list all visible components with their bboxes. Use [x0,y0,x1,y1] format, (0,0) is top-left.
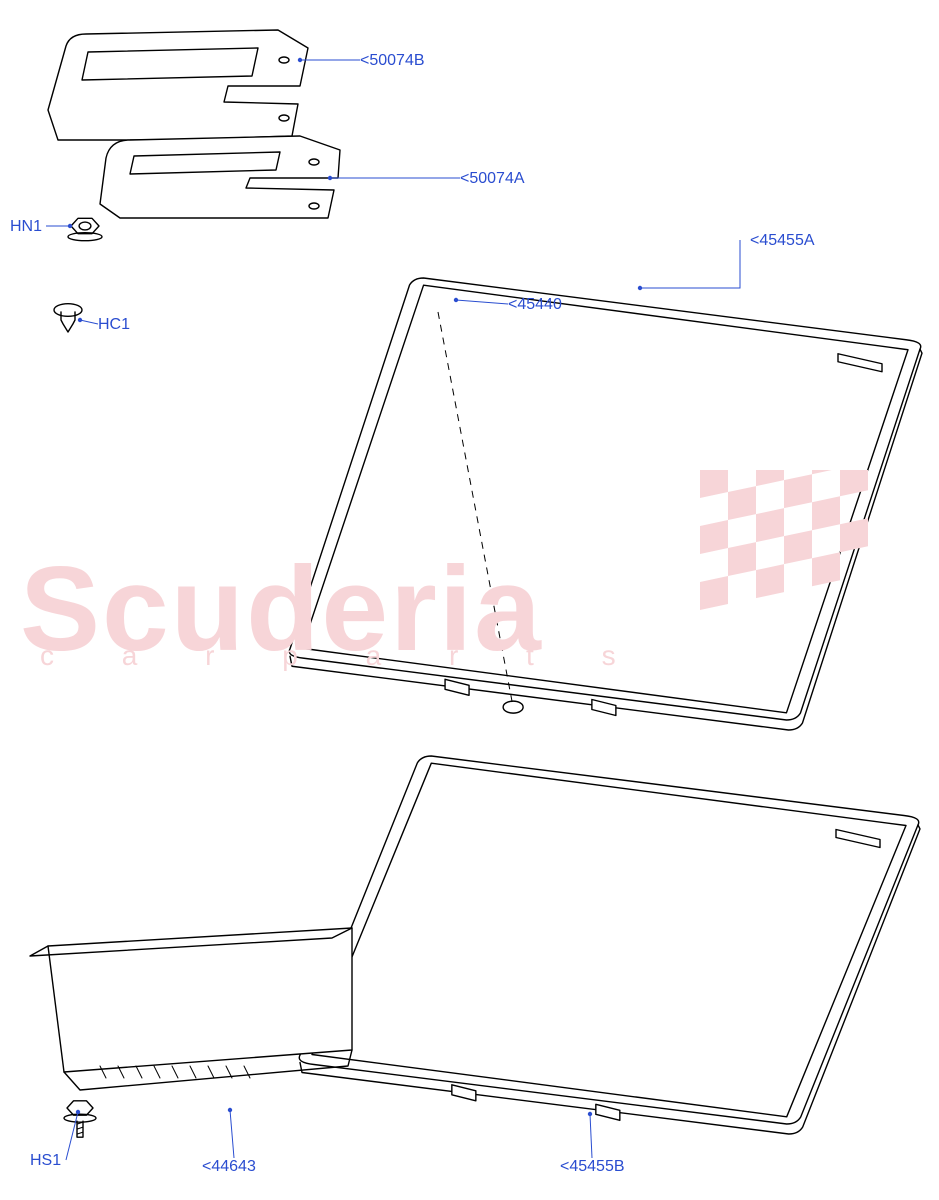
callout-45440: <45440 [508,296,562,314]
callout-45455A: <45455A [750,232,815,250]
callout-50074A: <50074A [460,170,525,188]
callout-44643: <44643 [202,1158,256,1176]
callout-45455B: <45455B [560,1158,625,1176]
callout-HC1: HC1 [98,316,130,334]
callout-50074B: <50074B [360,52,425,70]
callout-HN1: HN1 [10,218,42,236]
callout-HS1: HS1 [30,1152,61,1170]
